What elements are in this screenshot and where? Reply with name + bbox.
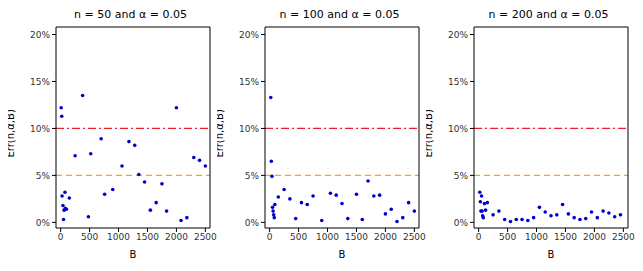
svg-text:10%: 10%: [239, 124, 259, 134]
svg-text:1000: 1000: [316, 232, 339, 242]
svg-text:B: B: [130, 249, 137, 260]
svg-text:B: B: [339, 249, 346, 260]
svg-text:B: B: [548, 249, 555, 260]
svg-text:0%: 0%: [245, 218, 260, 228]
svg-text:0%: 0%: [36, 218, 51, 228]
svg-text:2500: 2500: [612, 232, 635, 242]
svg-text:15%: 15%: [448, 77, 468, 87]
svg-text:500: 500: [290, 232, 307, 242]
svg-text:0: 0: [476, 232, 482, 242]
svg-text:1000: 1000: [107, 232, 130, 242]
html-text:n = 100 and α = 0.05: n = 100 and α = 0.05: [279, 8, 400, 21]
svg-text:20%: 20%: [239, 30, 259, 40]
svg-text:5%: 5%: [245, 171, 260, 181]
svg-text:0: 0: [267, 232, 273, 242]
svg-text:2000: 2000: [583, 232, 606, 242]
svg-text:Err(n,α,B): Err(n,α,B): [217, 109, 225, 157]
svg-text:1500: 1500: [554, 232, 577, 242]
svg-text:20%: 20%: [30, 30, 50, 40]
svg-text:5%: 5%: [454, 171, 469, 181]
svg-text:500: 500: [81, 232, 98, 242]
svg-text:10%: 10%: [448, 124, 468, 134]
svg-text:1000: 1000: [525, 232, 548, 242]
svg-text:1500: 1500: [136, 232, 159, 242]
svg-text:0%: 0%: [454, 218, 469, 228]
svg-text:5%: 5%: [36, 171, 51, 181]
svg-text:20%: 20%: [448, 30, 468, 40]
svg-text:0: 0: [58, 232, 64, 242]
svg-text:500: 500: [499, 232, 516, 242]
svg-text:10%: 10%: [30, 124, 50, 134]
svg-text:2000: 2000: [165, 232, 188, 242]
svg-text:15%: 15%: [239, 77, 259, 87]
svg-text:2000: 2000: [374, 232, 397, 242]
svg-text:Err(n,α,B): Err(n,α,B): [426, 109, 434, 157]
svg-text:Err(n,α,B): Err(n,α,B): [8, 109, 16, 157]
svg-text:1500: 1500: [345, 232, 368, 242]
svg-text:15%: 15%: [30, 77, 50, 87]
html-text:n = 200 and α = 0.05: n = 200 and α = 0.05: [488, 8, 609, 21]
svg-text:2500: 2500: [403, 232, 426, 242]
svg-text:2500: 2500: [194, 232, 217, 242]
html-text:n = 50 and α = 0.05: n = 50 and α = 0.05: [74, 8, 187, 21]
